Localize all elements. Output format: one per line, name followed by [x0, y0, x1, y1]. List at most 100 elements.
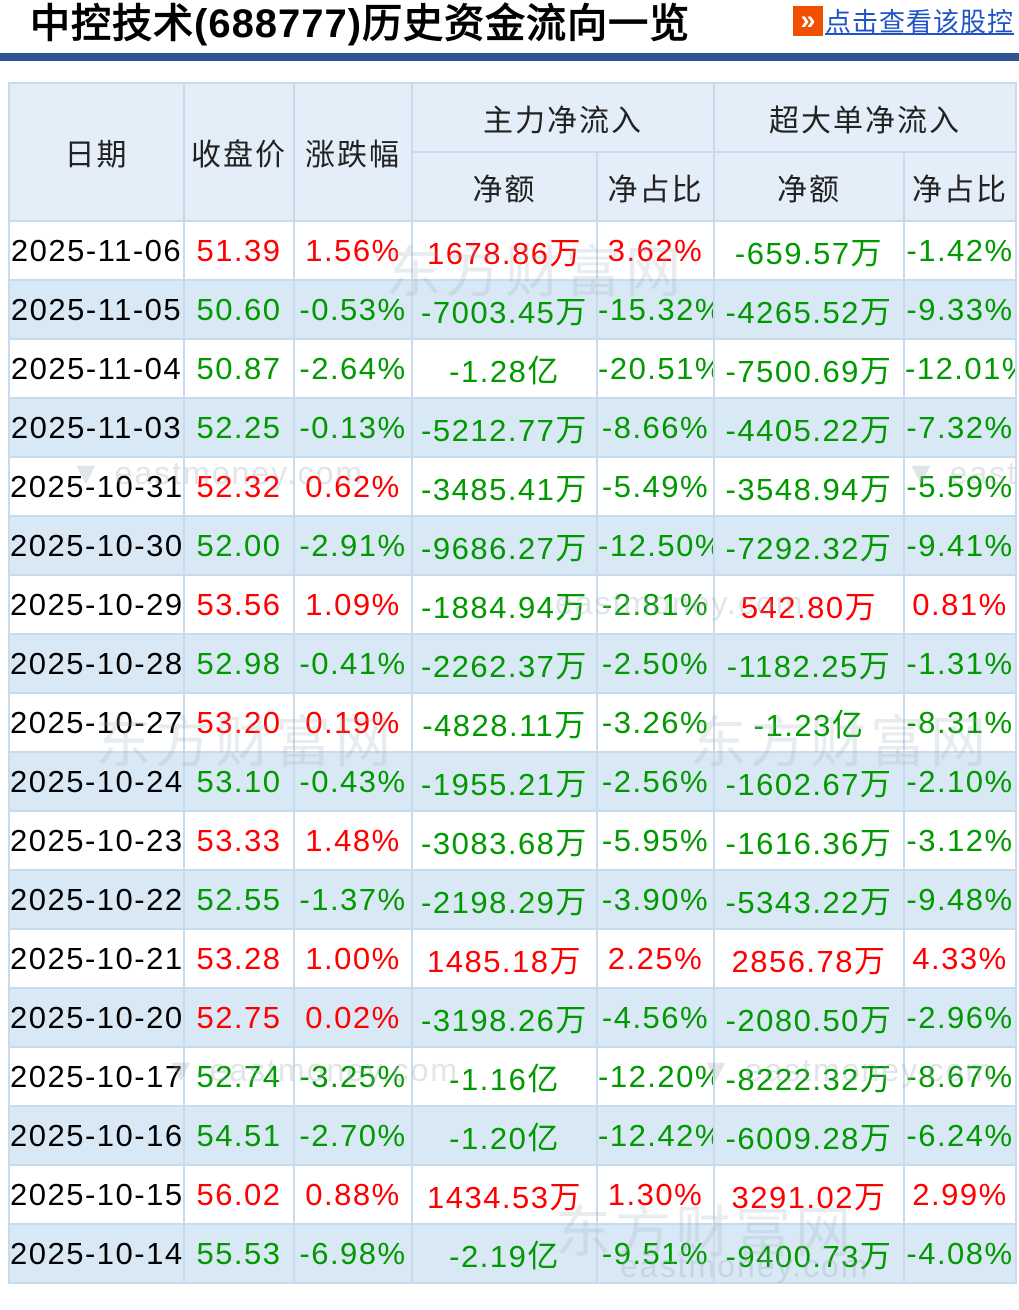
cell-close-price: 56.02 — [183, 1164, 295, 1225]
cell-date: 2025-10-21 — [8, 928, 185, 989]
cell-date: 2025-10-22 — [8, 869, 185, 930]
cell-close-price: 53.56 — [183, 574, 295, 635]
cell-xlarge-net-ratio: -5.59% — [903, 456, 1017, 517]
cell-change-percent: -0.43% — [293, 751, 413, 812]
cell-main-net-amount: -2.19亿 — [411, 1223, 598, 1284]
cell-close-price: 51.39 — [183, 220, 295, 281]
cell-xlarge-net-amount: -6009.28万 — [713, 1105, 905, 1166]
cell-main-net-amount: -1.28亿 — [411, 338, 598, 399]
view-stock-link-label: 点击查看该股控 — [825, 7, 1015, 37]
page-title: 中控技术(688777)历史资金流向一览 — [30, 2, 691, 46]
cell-xlarge-net-ratio: -4.08% — [903, 1223, 1017, 1284]
col-header-close: 收盘价 — [183, 82, 295, 222]
cell-date: 2025-10-29 — [8, 574, 185, 635]
cell-xlarge-net-amount: -3548.94万 — [713, 456, 905, 517]
table-row: 2025-10-16 54.51 -2.70% -1.20亿 -12.42% -6009.… — [8, 1105, 1017, 1166]
table-body: 2025-11-06 51.39 1.56% 1678.86万 3.62% -659.57… — [8, 220, 1017, 1284]
table-header: 日期 收盘价 涨跌幅 主力净流入 超大单净流入 净额 净占比 净额 净占比 — [8, 82, 1017, 222]
cell-change-percent: 1.56% — [293, 220, 413, 281]
cell-xlarge-net-amount: -1616.36万 — [713, 810, 905, 871]
table-row: 2025-10-27 53.20 0.19% -4828.11万 -3.26% -1.23… — [8, 692, 1017, 753]
cell-xlarge-net-amount: -1.23亿 — [713, 692, 905, 753]
cell-change-percent: 0.02% — [293, 987, 413, 1048]
cell-main-net-amount: -3485.41万 — [411, 456, 598, 517]
cell-change-percent: -1.37% — [293, 869, 413, 930]
cell-main-net-ratio: -20.51% — [596, 338, 715, 399]
cell-main-net-ratio: -3.26% — [596, 692, 715, 753]
cell-change-percent: -3.25% — [293, 1046, 413, 1107]
cell-xlarge-net-amount: -9400.73万 — [713, 1223, 905, 1284]
cell-change-percent: 1.09% — [293, 574, 413, 635]
cell-close-price: 53.28 — [183, 928, 295, 989]
cell-main-net-amount: -4828.11万 — [411, 692, 598, 753]
cell-change-percent: 0.62% — [293, 456, 413, 517]
cell-close-price: 53.33 — [183, 810, 295, 871]
cell-xlarge-net-amount: -659.57万 — [713, 220, 905, 281]
cell-xlarge-net-amount: 542.80万 — [713, 574, 905, 635]
cell-main-net-ratio: -8.66% — [596, 397, 715, 458]
cell-change-percent: -2.70% — [293, 1105, 413, 1166]
cell-xlarge-net-amount: -7500.69万 — [713, 338, 905, 399]
cell-date: 2025-11-06 — [8, 220, 185, 281]
cell-xlarge-net-amount: -8222.32万 — [713, 1046, 905, 1107]
cell-close-price: 52.55 — [183, 869, 295, 930]
table-row: 2025-11-05 50.60 -0.53% -7003.45万 -15.32% -42… — [8, 279, 1017, 340]
col-header-xlarge-net-ratio: 净占比 — [903, 151, 1017, 222]
col-header-xlarge-net-amount: 净额 — [713, 151, 905, 222]
cell-change-percent: 0.19% — [293, 692, 413, 753]
table-row: 2025-10-22 52.55 -1.37% -2198.29万 -3.90% -534… — [8, 869, 1017, 930]
cell-main-net-ratio: -2.81% — [596, 574, 715, 635]
cell-xlarge-net-ratio: 0.81% — [903, 574, 1017, 635]
cell-xlarge-net-amount: -5343.22万 — [713, 869, 905, 930]
cell-close-price: 55.53 — [183, 1223, 295, 1284]
cell-main-net-ratio: -4.56% — [596, 987, 715, 1048]
table-row: 2025-10-29 53.56 1.09% -1884.94万 -2.81% 542.8… — [8, 574, 1017, 635]
cell-change-percent: -6.98% — [293, 1223, 413, 1284]
cell-xlarge-net-ratio: -9.33% — [903, 279, 1017, 340]
table-row: 2025-11-03 52.25 -0.13% -5212.77万 -8.66% -440… — [8, 397, 1017, 458]
table-row: 2025-10-28 52.98 -0.41% -2262.37万 -2.50% -118… — [8, 633, 1017, 694]
cell-xlarge-net-ratio: -3.12% — [903, 810, 1017, 871]
cell-date: 2025-10-16 — [8, 1105, 185, 1166]
table-row: 2025-10-23 53.33 1.48% -3083.68万 -5.95% -1616… — [8, 810, 1017, 871]
cell-main-net-ratio: -15.32% — [596, 279, 715, 340]
cell-xlarge-net-ratio: -9.48% — [903, 869, 1017, 930]
cell-change-percent: -2.91% — [293, 515, 413, 576]
view-stock-link[interactable]: » 点击查看该股控 — [793, 2, 1014, 39]
cell-main-net-ratio: -2.50% — [596, 633, 715, 694]
cell-main-net-ratio: -5.95% — [596, 810, 715, 871]
cell-change-percent: -0.53% — [293, 279, 413, 340]
cell-date: 2025-11-03 — [8, 397, 185, 458]
cell-main-net-amount: -1884.94万 — [411, 574, 598, 635]
cell-main-net-ratio: 1.30% — [596, 1164, 715, 1225]
cell-change-percent: 0.88% — [293, 1164, 413, 1225]
cell-xlarge-net-amount: 2856.78万 — [713, 928, 905, 989]
fund-flow-table: 日期 收盘价 涨跌幅 主力净流入 超大单净流入 净额 净占比 净额 净占比 20… — [8, 82, 1017, 1284]
cell-xlarge-net-ratio: -2.10% — [903, 751, 1017, 812]
cell-main-net-ratio: -9.51% — [596, 1223, 715, 1284]
cell-date: 2025-10-23 — [8, 810, 185, 871]
cell-xlarge-net-ratio: -9.41% — [903, 515, 1017, 576]
cell-close-price: 52.25 — [183, 397, 295, 458]
cell-xlarge-net-amount: 3291.02万 — [713, 1164, 905, 1225]
cell-xlarge-net-ratio: -6.24% — [903, 1105, 1017, 1166]
cell-xlarge-net-amount: -4405.22万 — [713, 397, 905, 458]
cell-main-net-ratio: -3.90% — [596, 869, 715, 930]
cell-xlarge-net-ratio: -1.42% — [903, 220, 1017, 281]
col-header-main-net-ratio: 净占比 — [596, 151, 715, 222]
cell-date: 2025-10-14 — [8, 1223, 185, 1284]
cell-main-net-amount: -1955.21万 — [411, 751, 598, 812]
table-row: 2025-10-21 53.28 1.00% 1485.18万 2.25% 2856.78… — [8, 928, 1017, 989]
table-row: 2025-10-30 52.00 -2.91% -9686.27万 -12.50% -72… — [8, 515, 1017, 576]
cell-main-net-amount: 1678.86万 — [411, 220, 598, 281]
table-row: 2025-11-04 50.87 -2.64% -1.28亿 -20.51% -7500.… — [8, 338, 1017, 399]
table-row: 2025-10-17 52.74 -3.25% -1.16亿 -12.20% -8222.… — [8, 1046, 1017, 1107]
table-row: 2025-10-14 55.53 -6.98% -2.19亿 -9.51% -9400.7… — [8, 1223, 1017, 1284]
table-row: 2025-10-31 52.32 0.62% -3485.41万 -5.49% -3548… — [8, 456, 1017, 517]
cell-main-net-amount: -3083.68万 — [411, 810, 598, 871]
cell-close-price: 50.87 — [183, 338, 295, 399]
cell-xlarge-net-ratio: -8.31% — [903, 692, 1017, 753]
cell-close-price: 52.00 — [183, 515, 295, 576]
cell-main-net-ratio: 2.25% — [596, 928, 715, 989]
